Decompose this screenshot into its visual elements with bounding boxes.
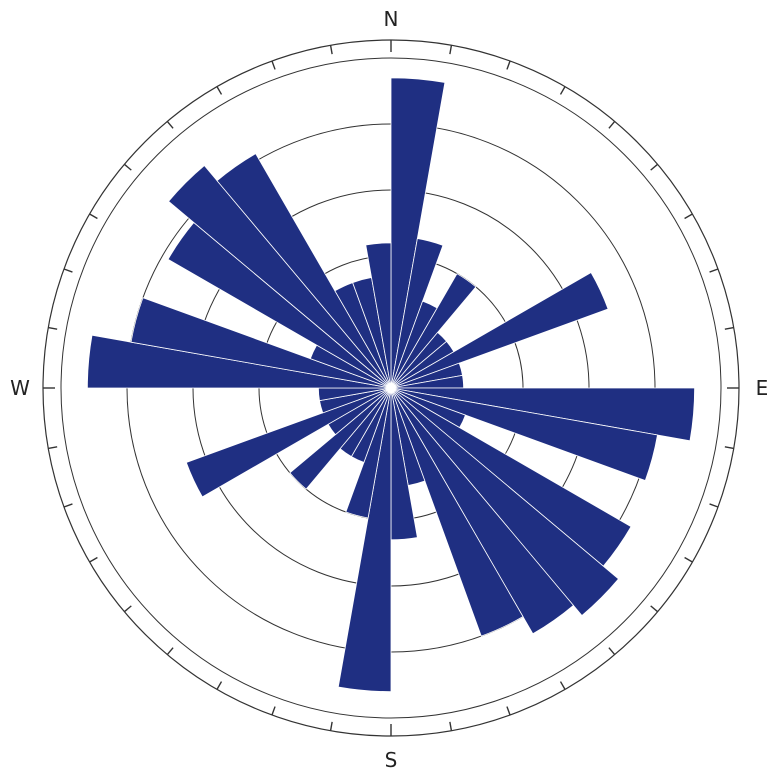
tick-mark bbox=[329, 45, 333, 55]
tick-mark bbox=[709, 503, 719, 508]
north-label: N bbox=[384, 7, 399, 31]
tick-mark bbox=[48, 326, 58, 330]
tick-mark bbox=[63, 268, 73, 273]
tick-mark bbox=[166, 647, 174, 656]
tick-mark bbox=[650, 605, 659, 613]
grid-ring bbox=[60, 57, 722, 719]
tick-mark bbox=[89, 213, 98, 220]
tick-mark bbox=[123, 605, 132, 613]
petal bbox=[390, 238, 444, 389]
petal bbox=[130, 297, 392, 389]
petal bbox=[390, 271, 609, 389]
tick-mark bbox=[329, 721, 333, 731]
petal bbox=[167, 164, 392, 389]
tick-mark bbox=[650, 163, 659, 171]
tick-mark bbox=[216, 681, 223, 690]
tick-mark bbox=[684, 556, 693, 563]
tick-mark bbox=[608, 647, 616, 656]
east-label: E bbox=[756, 376, 767, 400]
tick-mark bbox=[559, 86, 566, 95]
tick-mark bbox=[216, 86, 223, 95]
petal bbox=[390, 387, 524, 637]
tick-mark bbox=[48, 446, 58, 450]
tick-mark bbox=[63, 503, 73, 508]
tick-mark bbox=[724, 326, 734, 330]
tick-mark bbox=[684, 213, 693, 220]
tick-mark bbox=[123, 163, 132, 171]
tick-mark bbox=[506, 60, 511, 70]
petal bbox=[365, 242, 392, 389]
tick-mark bbox=[271, 60, 276, 70]
tick-mark bbox=[709, 268, 719, 273]
compass-labels: N S W E bbox=[10, 7, 767, 769]
center-dot bbox=[388, 385, 394, 391]
tick-mark bbox=[559, 681, 566, 690]
petal bbox=[185, 387, 392, 498]
petal bbox=[216, 153, 392, 389]
petal bbox=[390, 387, 620, 617]
tick-mark bbox=[506, 706, 511, 716]
petal bbox=[390, 273, 477, 389]
ticks bbox=[43, 40, 739, 736]
tick-mark bbox=[724, 446, 734, 450]
south-label: S bbox=[385, 748, 398, 769]
west-label: W bbox=[10, 376, 30, 400]
petal bbox=[289, 387, 392, 490]
tick-mark bbox=[271, 706, 276, 716]
tick-mark bbox=[89, 556, 98, 563]
petal bbox=[390, 387, 658, 482]
petals bbox=[86, 77, 696, 693]
tick-mark bbox=[166, 120, 174, 129]
tick-mark bbox=[449, 45, 453, 55]
petal bbox=[390, 387, 574, 635]
tick-mark bbox=[608, 120, 616, 129]
tick-mark bbox=[449, 721, 453, 731]
petal bbox=[345, 387, 392, 519]
